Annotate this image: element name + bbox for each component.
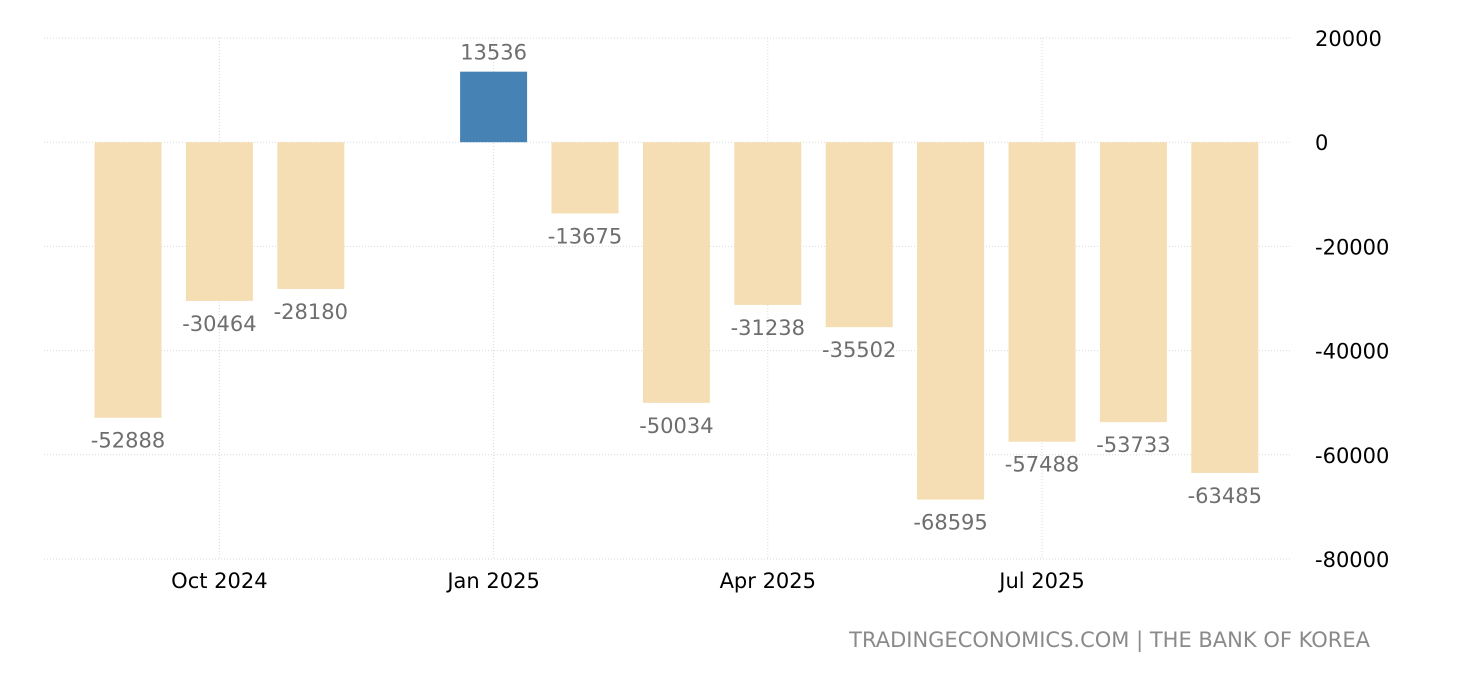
bar <box>825 142 893 328</box>
bar <box>551 142 619 214</box>
bar <box>642 142 710 403</box>
y-axis: 20000 0 -20000 -40000 -60000 -80000 <box>1315 27 1389 572</box>
y-tick-label: 0 <box>1315 131 1328 155</box>
bar-value-label: -28180 <box>274 300 348 324</box>
bar-value-label: -53733 <box>1096 433 1170 457</box>
bar-value-label: -30464 <box>182 312 256 336</box>
bar <box>917 142 985 500</box>
y-tick-label: -40000 <box>1315 340 1389 364</box>
bar-value-label: -31238 <box>731 316 805 340</box>
x-tick-label: Jul 2025 <box>997 569 1084 593</box>
x-tick-label: Oct 2024 <box>171 569 267 593</box>
x-tick-label: Jan 2025 <box>445 569 540 593</box>
bar <box>185 142 253 301</box>
y-tick-label: -20000 <box>1315 235 1389 259</box>
x-axis: Oct 2024 Jan 2025 Apr 2025 Jul 2025 <box>171 569 1085 593</box>
source-credit: TRADINGECONOMICS.COM | THE BANK OF KOREA <box>849 628 1370 652</box>
bar-value-label: -50034 <box>639 414 713 438</box>
bar-value-label: -13675 <box>548 224 622 248</box>
x-tick-label: Apr 2025 <box>720 569 816 593</box>
bar-value-label: 13536 <box>460 41 527 65</box>
bar-value-label: -57488 <box>1005 453 1079 477</box>
bar <box>460 71 528 143</box>
bar-value-label: -68595 <box>913 511 987 535</box>
bar-value-label: -35502 <box>822 338 896 362</box>
bar-value-label: -52888 <box>91 429 165 453</box>
y-tick-label: -60000 <box>1315 444 1389 468</box>
bar <box>1008 142 1076 442</box>
bar <box>1191 142 1259 473</box>
bar-value-label: -63485 <box>1188 484 1262 508</box>
bar <box>734 142 802 305</box>
y-tick-label: 20000 <box>1315 27 1382 51</box>
y-tick-label: -80000 <box>1315 548 1389 572</box>
bar <box>1099 142 1167 423</box>
data-labels-layer: -52888 -30464 -28180 13536 -13675 -50034 -3123… <box>91 41 1262 535</box>
bar <box>277 142 345 290</box>
bars-layer <box>94 71 1259 500</box>
bar <box>94 142 162 418</box>
